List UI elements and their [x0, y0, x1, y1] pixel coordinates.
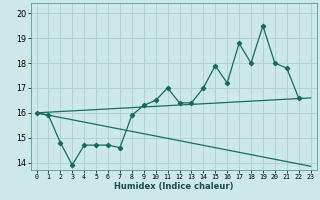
X-axis label: Humidex (Indice chaleur): Humidex (Indice chaleur) — [114, 182, 233, 191]
